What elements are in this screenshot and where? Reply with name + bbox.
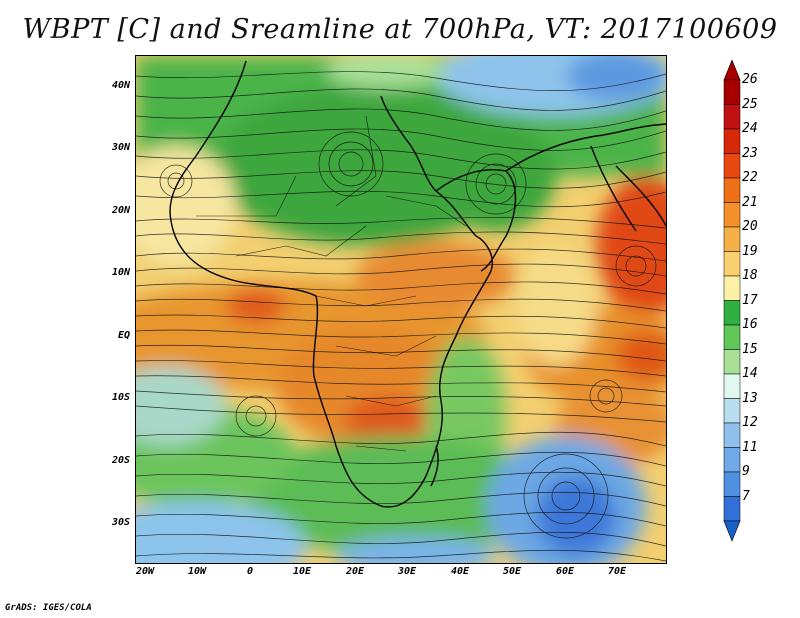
lon-tick-label: 20W xyxy=(135,566,155,577)
plot-title: WBPT [C] and Sreamline at 700hPa, VT: 20… xyxy=(22,14,778,45)
lat-tick-label: 10N xyxy=(111,267,130,278)
lat-tick-label: 20S xyxy=(111,455,130,466)
colorbar-tick-label: 24 xyxy=(742,121,758,136)
lon-tick-label: 10E xyxy=(292,566,312,577)
colorbar-tick-label: 21 xyxy=(742,194,758,210)
colorbar-segment xyxy=(723,226,741,252)
colorbar-segment xyxy=(723,275,741,301)
colorbar-tick-label: 7 xyxy=(742,488,750,504)
lat-tick-label: 40N xyxy=(111,80,130,91)
colorbar-tick-label: 23 xyxy=(742,145,758,161)
lon-tick-label: 0 xyxy=(246,566,254,577)
colorbar-segment xyxy=(723,177,741,203)
lon-tick-label: 50E xyxy=(502,566,522,577)
colorbar-tick-label: 15 xyxy=(742,341,758,357)
credit-text: GrADS: IGES/COLA xyxy=(5,603,92,613)
colorbar-tick-label: 18 xyxy=(742,268,758,283)
colorbar-segment xyxy=(723,496,741,522)
colorbar-segment xyxy=(723,128,741,154)
colorbar-segment xyxy=(723,202,741,228)
colorbar-tick-label: 20 xyxy=(742,219,758,234)
colorbar-segment xyxy=(723,349,741,375)
wbpt-field xyxy=(136,56,666,563)
colorbar-segment xyxy=(723,300,741,326)
lat-tick-label: 30S xyxy=(111,517,130,528)
lon-tick-label: 40E xyxy=(450,566,470,577)
colorbar-tick-label: 11 xyxy=(742,439,758,455)
map-panel xyxy=(135,55,667,564)
colorbar-segment xyxy=(723,251,741,277)
colorbar-bottom-arrow xyxy=(723,520,741,542)
colorbar-segment xyxy=(723,104,741,130)
lat-tick-label: 10S xyxy=(111,392,130,403)
colorbar-segment xyxy=(723,79,741,105)
colorbar-tick-label: 17 xyxy=(742,292,758,308)
colorbar-segment xyxy=(723,153,741,179)
lon-tick-label: 20E xyxy=(345,566,365,577)
colorbar-segment xyxy=(723,398,741,424)
colorbar xyxy=(723,60,741,542)
lat-tick-label: 20N xyxy=(111,205,130,216)
colorbar-segment xyxy=(723,471,741,497)
lat-tick-label: EQ xyxy=(117,330,130,341)
colorbar-top-arrow xyxy=(723,60,741,81)
lat-tick-label: 30N xyxy=(111,142,130,153)
lon-tick-label: 60E xyxy=(555,566,575,577)
colorbar-tick-label: 25 xyxy=(742,96,758,112)
colorbar-tick-label: 16 xyxy=(742,317,758,332)
colorbar-segment xyxy=(723,324,741,350)
colorbar-tick-label: 9 xyxy=(742,464,750,479)
colorbar-tick-label: 19 xyxy=(742,243,758,259)
colorbar-segment xyxy=(723,447,741,473)
lon-tick-label: 10W xyxy=(187,566,207,577)
colorbar-segment xyxy=(723,373,741,399)
colorbar-tick-label: 12 xyxy=(742,415,758,430)
colorbar-segment xyxy=(723,422,741,448)
colorbar-tick-label: 13 xyxy=(742,390,758,406)
lon-tick-label: 30E xyxy=(397,566,417,577)
colorbar-tick-label: 26 xyxy=(742,72,758,87)
lon-tick-label: 70E xyxy=(607,566,627,577)
colorbar-tick-label: 14 xyxy=(742,366,758,381)
colorbar-tick-label: 22 xyxy=(742,170,758,185)
